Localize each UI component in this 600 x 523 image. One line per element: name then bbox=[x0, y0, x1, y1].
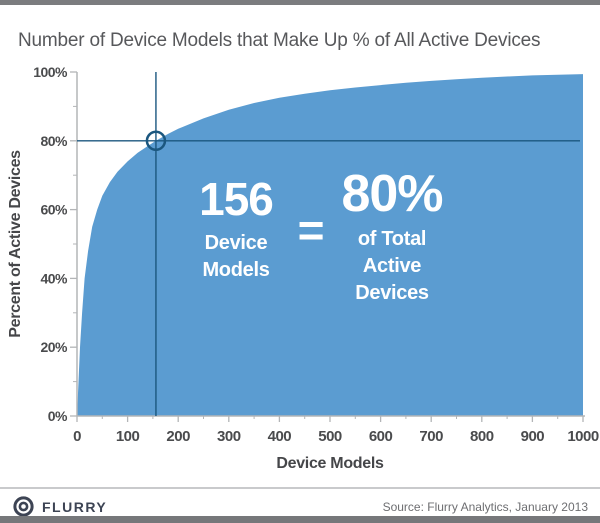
annotation-percent-label: of Total Active Devices bbox=[318, 226, 466, 307]
annotation-device-count-label-line2: Models bbox=[202, 259, 270, 281]
y-tick-label: 80% bbox=[40, 133, 68, 149]
area-series bbox=[77, 74, 583, 416]
x-tick-label: 300 bbox=[217, 428, 241, 445]
chart-canvas: 0 100 200 300 400 500 600 700 800 900 1000 0% 20% 40%… bbox=[7, 64, 599, 472]
chart-title: Number of Device Models that Make Up % o… bbox=[18, 29, 541, 51]
annotation-percent: 80% of Total Active Devices bbox=[318, 168, 466, 307]
x-axis-title: Device Models bbox=[276, 455, 384, 472]
x-tick-label: 100 bbox=[116, 428, 140, 445]
annotation-equals-sign: = bbox=[297, 204, 325, 256]
x-tick-label: 800 bbox=[470, 428, 494, 445]
y-axis-title: Percent of Active Devices bbox=[7, 150, 24, 338]
bottom-accent-bar bbox=[0, 516, 600, 523]
y-tick-label: 40% bbox=[40, 270, 68, 286]
x-tick-label: 900 bbox=[521, 428, 545, 445]
annotation-device-count-label: Device Models bbox=[166, 230, 306, 284]
flurry-brand-text: FLURRY bbox=[42, 498, 108, 515]
annotation-device-count-value: 156 bbox=[199, 173, 274, 225]
y-tick-label: 20% bbox=[40, 339, 68, 355]
y-tick-label: 0% bbox=[48, 408, 68, 424]
y-tick-label: 100% bbox=[33, 64, 68, 80]
footer-divider bbox=[0, 487, 600, 489]
x-tick-label: 500 bbox=[318, 428, 342, 445]
annotation-percent-label-line2: Active bbox=[362, 255, 422, 277]
x-tick-label: 0 bbox=[73, 428, 81, 445]
annotation-device-count-label-line1: Device bbox=[204, 232, 268, 254]
x-tick-label: 700 bbox=[419, 428, 443, 445]
x-tick-label: 200 bbox=[166, 428, 190, 445]
annotation-percent-value: 80% bbox=[341, 165, 443, 223]
x-tick-label: 400 bbox=[268, 428, 292, 445]
top-accent-bar bbox=[0, 0, 600, 5]
flurry-target-icon bbox=[13, 496, 34, 517]
annotation-percent-label-line1: of Total bbox=[357, 228, 427, 250]
annotation-device-count: 156 Device Models bbox=[166, 176, 306, 284]
annotation-percent-label-line3: Devices bbox=[355, 282, 429, 304]
flurry-logo: FLURRY bbox=[12, 495, 107, 518]
x-tick-label: 600 bbox=[369, 428, 393, 445]
x-tick-label: 1000 bbox=[567, 428, 599, 445]
highlight-point-marker bbox=[145, 130, 167, 152]
y-tick-label: 60% bbox=[40, 202, 68, 218]
source-attribution: Source: Flurry Analytics, January 2013 bbox=[382, 500, 588, 514]
